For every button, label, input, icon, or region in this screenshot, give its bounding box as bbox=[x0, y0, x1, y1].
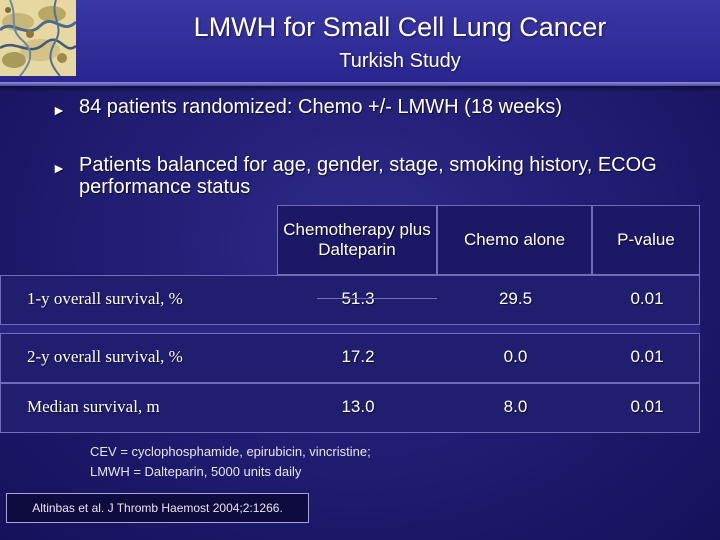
table-row: 1-y overall survival, % 51.3 29.5 0.01 bbox=[0, 275, 700, 325]
table-row: Median survival, m 13.0 8.0 0.01 bbox=[0, 383, 700, 433]
footnote: CEV = cyclophosphamide, epirubicin, vinc… bbox=[90, 442, 371, 482]
column-header-chemo-alone: Chemo alone bbox=[437, 205, 592, 275]
cell-underline bbox=[317, 298, 437, 299]
row-label: 1-y overall survival, % bbox=[27, 289, 183, 308]
bullet-text: 84 patients randomized: Chemo +/- LMWH (… bbox=[79, 96, 562, 118]
footnote-line: CEV = cyclophosphamide, epirubicin, vinc… bbox=[90, 444, 371, 459]
triangle-bullet-icon: ► bbox=[52, 102, 66, 118]
cell-dalteparin: 13.0 bbox=[341, 397, 375, 416]
row-label: Median survival, m bbox=[27, 397, 160, 416]
table-row: 2-y overall survival, % 17.2 0.0 0.01 bbox=[0, 333, 700, 383]
header-divider bbox=[0, 82, 720, 86]
cell-p-value: 0.01 bbox=[630, 347, 664, 366]
cell-p-value: 0.01 bbox=[630, 397, 664, 416]
row-divider bbox=[0, 325, 700, 333]
column-header-dalteparin: Chemotherapy plus Dalteparin bbox=[277, 205, 437, 275]
cell-chemo-alone: 0.0 bbox=[503, 347, 528, 366]
header-band bbox=[0, 0, 720, 82]
cell-dalteparin: 51.3 bbox=[341, 289, 375, 308]
bullet-text: Patients balanced for age, gender, stage… bbox=[79, 154, 657, 198]
header-shadow bbox=[0, 86, 720, 92]
corner-photo-image bbox=[0, 0, 76, 76]
column-header-p-value: P-value bbox=[592, 205, 700, 275]
cell-dalteparin: 17.2 bbox=[341, 347, 375, 366]
molecule-texture-image bbox=[0, 0, 76, 76]
slide-title: LMWH for Small Cell Lung Cancer bbox=[193, 12, 607, 42]
slide-subtitle: Turkish Study bbox=[339, 50, 461, 72]
triangle-bullet-icon: ► bbox=[52, 160, 66, 176]
citation-text: Altinbas et al. J Thromb Haemost 2004;2:… bbox=[32, 501, 283, 515]
row-label: 2-y overall survival, % bbox=[27, 347, 183, 366]
cell-chemo-alone: 29.5 bbox=[498, 289, 533, 308]
cell-chemo-alone: 8.0 bbox=[503, 397, 528, 416]
cell-p-value: 0.01 bbox=[630, 289, 664, 308]
citation-box: Altinbas et al. J Thromb Haemost 2004;2:… bbox=[6, 493, 309, 523]
footnote-line: LMWH = Dalteparin, 5000 units daily bbox=[90, 464, 302, 479]
